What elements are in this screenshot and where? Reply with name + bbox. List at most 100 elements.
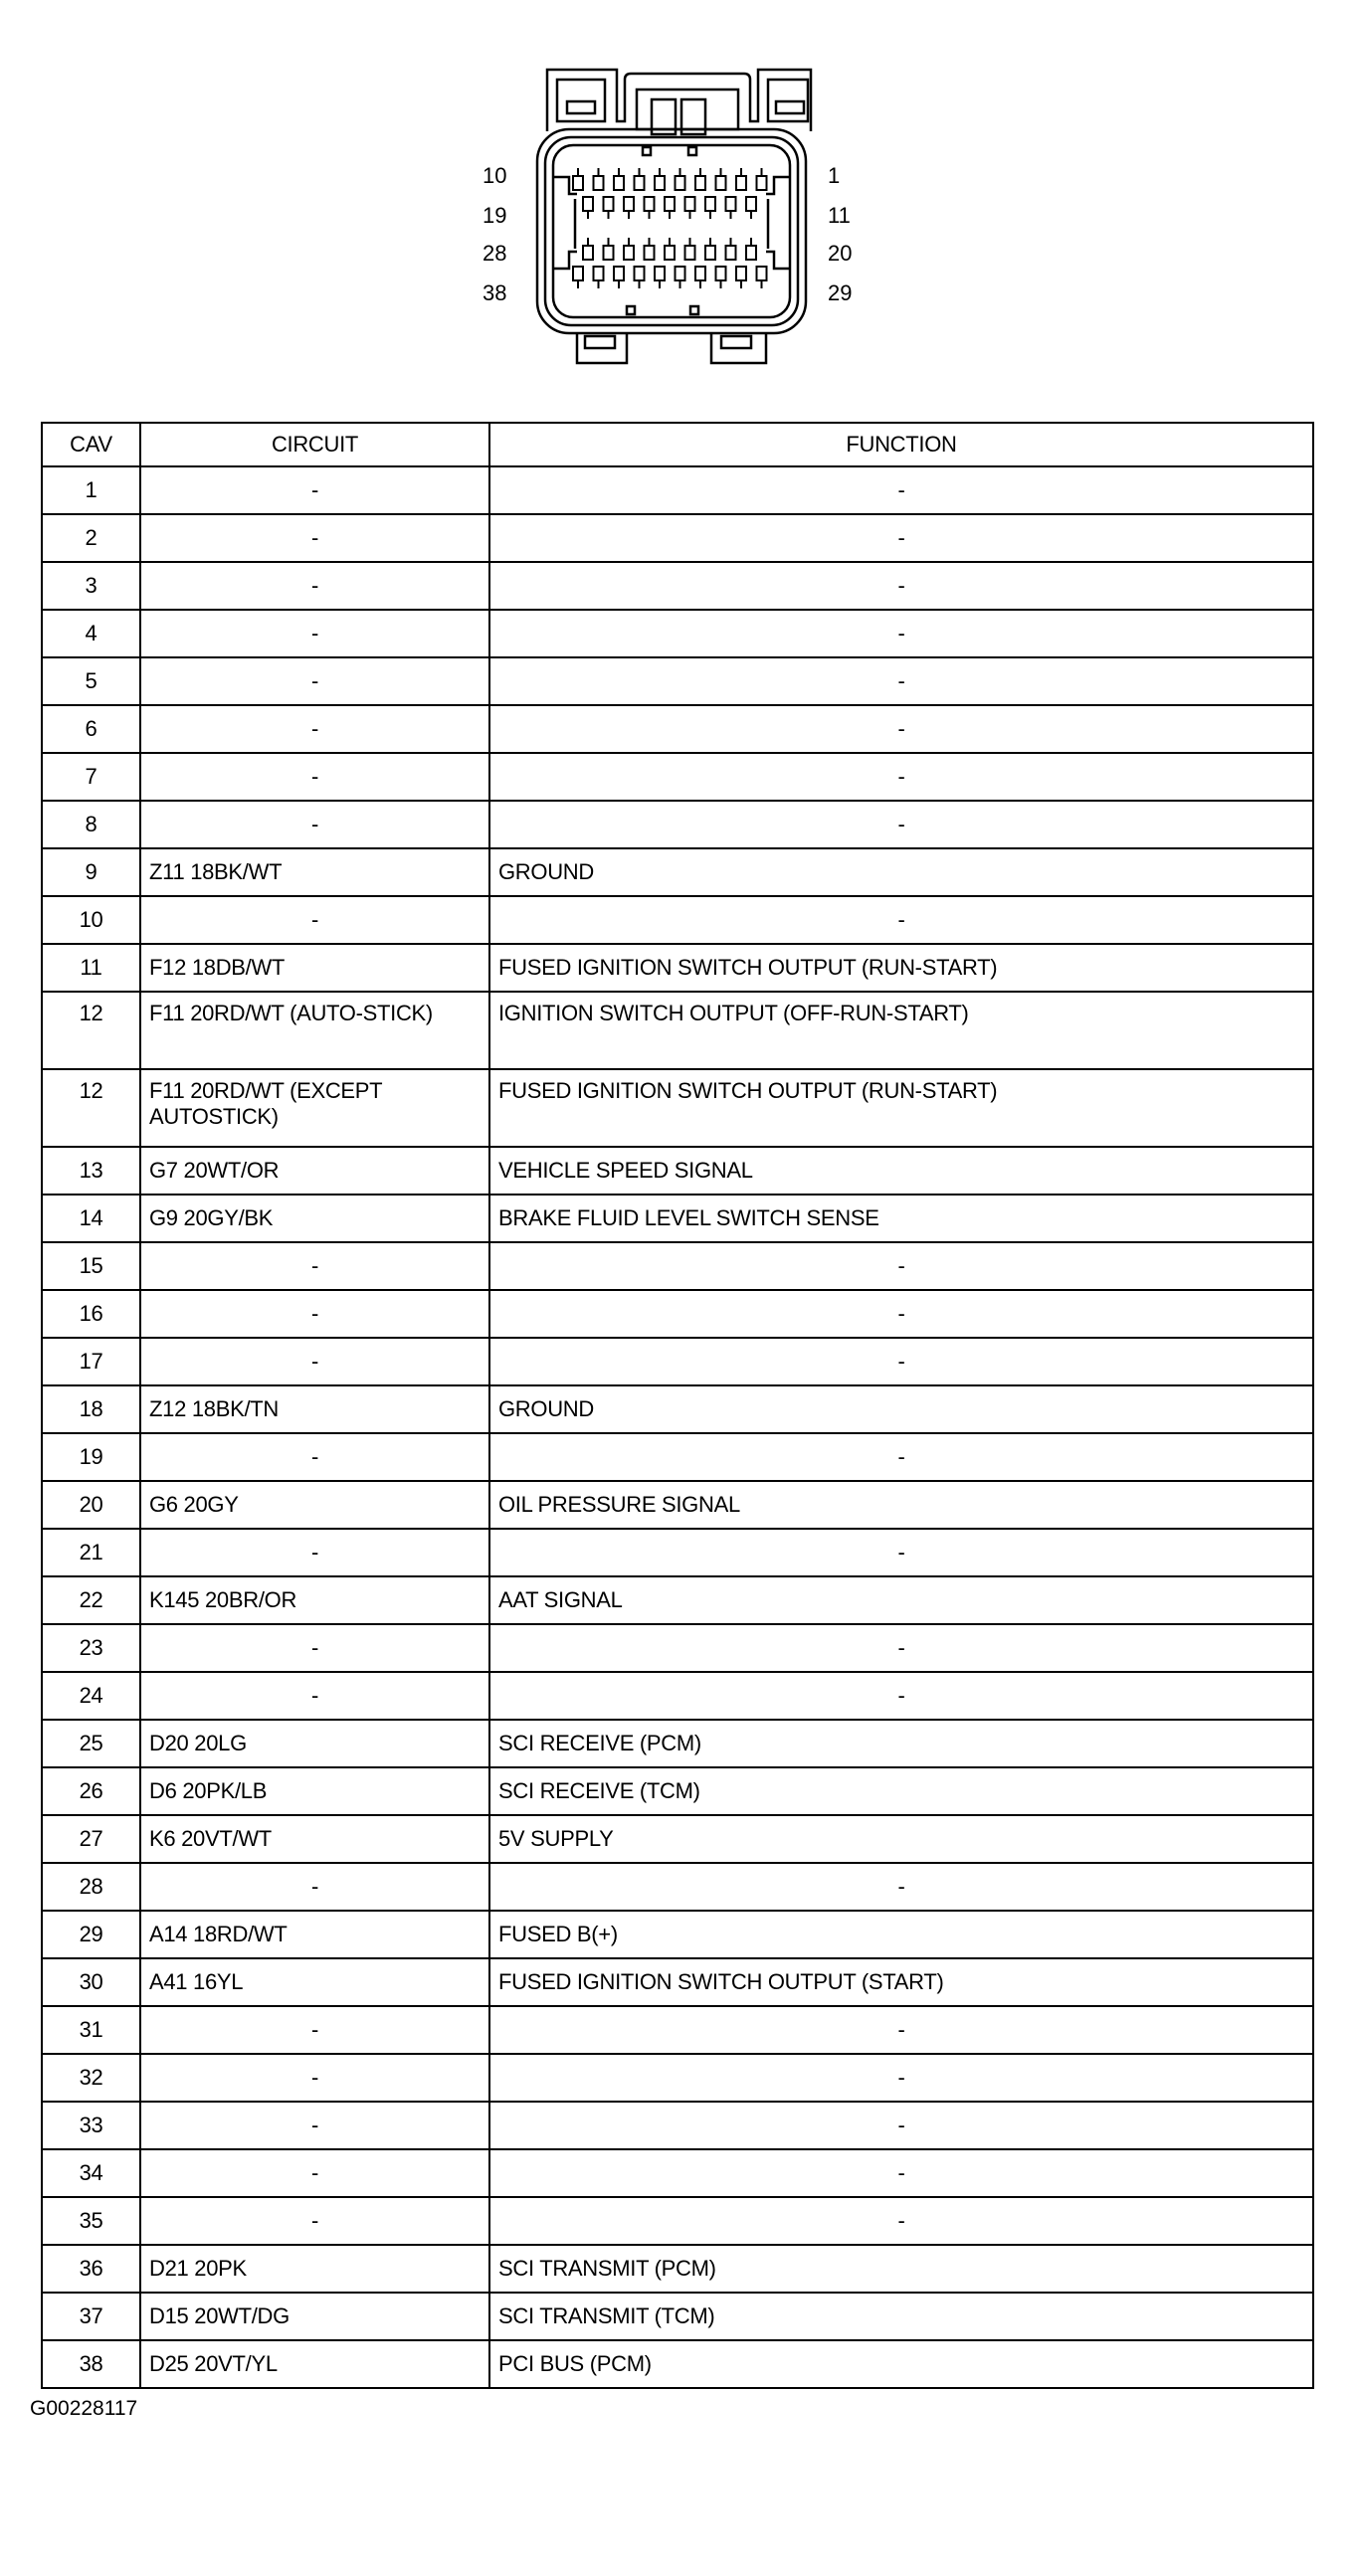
cav-cell: 20 <box>41 1480 141 1530</box>
circuit-cell: - <box>139 1528 490 1577</box>
function-cell: - <box>488 752 1314 802</box>
pin-label-38: 38 <box>483 280 506 305</box>
pin-terminal <box>654 175 666 191</box>
function-cell: SCI TRANSMIT (PCM) <box>488 2244 1314 2294</box>
circuit-cell: - <box>139 2148 490 2198</box>
function-cell: - <box>488 656 1314 706</box>
pin-terminal <box>654 266 666 281</box>
pin-terminal <box>674 175 686 191</box>
pinout-table: CAV CIRCUIT FUNCTION 1--2--3--4--5--6--7… <box>41 422 1314 2389</box>
pin-label-29: 29 <box>828 280 852 305</box>
table-row: 6-- <box>41 704 1314 754</box>
pin-label-20: 20 <box>828 241 852 266</box>
function-cell: - <box>488 2148 1314 2198</box>
circuit-cell: F11 20RD/WT (AUTO-STICK) <box>139 991 490 1070</box>
circuit-cell: - <box>139 2053 490 2103</box>
table-row: 21- - <box>41 1528 1314 1577</box>
table-row: 3-- <box>41 561 1314 611</box>
table-row: 14 G9 20GY/BK BRAKE FLUID LEVEL SWITCH SEN… <box>41 1194 1314 1243</box>
table-row: 12 F11 20RD/WT (EXCEPT AUTOSTICK) FUSED IG… <box>41 1068 1314 1148</box>
cav-cell: 8 <box>41 800 141 849</box>
pin-terminal <box>582 196 594 212</box>
function-cell: - <box>488 1671 1314 1721</box>
cav-cell: 30 <box>41 1957 141 2007</box>
pin-terminal <box>714 175 727 191</box>
table-row: 19- - <box>41 1432 1314 1482</box>
table-row: 36 D21 20PK SCI TRANSMIT (PCM) <box>41 2244 1314 2294</box>
cav-cell: 14 <box>41 1194 141 1243</box>
circuit-cell: - <box>139 2005 490 2055</box>
cav-cell: 29 <box>41 1910 141 1959</box>
table-row: 20 G6 20GY OIL PRESSURE SIGNAL <box>41 1480 1314 1530</box>
function-cell: - <box>488 513 1314 563</box>
circuit-cell: D15 20WT/DG <box>139 2292 490 2341</box>
pin-terminal <box>572 266 584 281</box>
function-cell: - <box>488 1528 1314 1577</box>
circuit-cell: A41 16YL <box>139 1957 490 2007</box>
table-row: 11 F12 18DB/WT FUSED IGNITION SWITCH OUTPU… <box>41 943 1314 993</box>
circuit-cell: D20 20LG <box>139 1719 490 1768</box>
function-cell: - <box>488 895 1314 945</box>
cav-cell: 25 <box>41 1719 141 1768</box>
cav-cell: 26 <box>41 1766 141 1816</box>
circuit-cell: D21 20PK <box>139 2244 490 2294</box>
cav-cell: 38 <box>41 2339 141 2389</box>
table-row: 2-- <box>41 513 1314 563</box>
pin-terminal <box>572 175 584 191</box>
circuit-cell: - <box>139 800 490 849</box>
table-header-row: CAV CIRCUIT FUNCTION <box>41 422 1314 467</box>
cav-cell: 28 <box>41 1862 141 1912</box>
table-row: 9 Z11 18BK/WT GROUND <box>41 847 1314 897</box>
cav-cell: 2 <box>41 513 141 563</box>
circuit-cell: Z12 18BK/TN <box>139 1384 490 1434</box>
function-cell: - <box>488 2005 1314 2055</box>
pin-terminal <box>613 266 625 281</box>
function-cell: GROUND <box>488 847 1314 897</box>
function-cell: - <box>488 2101 1314 2150</box>
table-row: 16- - <box>41 1289 1314 1339</box>
table-row: 22 K145 20BR/OR AAT SIGNAL <box>41 1575 1314 1625</box>
cav-cell: 1 <box>41 465 141 515</box>
circuit-cell: - <box>139 1289 490 1339</box>
header-cav: CAV <box>41 422 141 467</box>
pin-label-19: 19 <box>483 203 506 228</box>
connector-diagram: 10 19 28 38 1 11 20 29 <box>483 68 852 365</box>
cav-cell: 27 <box>41 1814 141 1864</box>
circuit-cell: - <box>139 1671 490 1721</box>
function-cell: AAT SIGNAL <box>488 1575 1314 1625</box>
function-cell: FUSED IGNITION SWITCH OUTPUT (START) <box>488 1957 1314 2007</box>
pin-terminal <box>643 196 656 212</box>
circuit-cell: - <box>139 704 490 754</box>
cav-cell: 36 <box>41 2244 141 2294</box>
circuit-cell: - <box>139 752 490 802</box>
table-row: 8-- <box>41 800 1314 849</box>
table-row: 25 D20 20LG SCI RECEIVE (PCM) <box>41 1719 1314 1768</box>
cav-cell: 10 <box>41 895 141 945</box>
pin-terminal <box>755 175 768 191</box>
cav-cell: 23 <box>41 1623 141 1673</box>
function-cell: SCI RECEIVE (PCM) <box>488 1719 1314 1768</box>
circuit-cell: - <box>139 513 490 563</box>
function-cell: SCI RECEIVE (TCM) <box>488 1766 1314 1816</box>
function-cell: FUSED IGNITION SWITCH OUTPUT (RUN-START) <box>488 943 1314 993</box>
pin-terminal <box>633 175 646 191</box>
pin-terminal <box>602 196 615 212</box>
pin-terminal <box>683 196 696 212</box>
pin-terminal <box>745 245 757 261</box>
table-row: 27 K6 20VT/WT 5V SUPPLY <box>41 1814 1314 1864</box>
circuit-cell: - <box>139 465 490 515</box>
function-cell: FUSED IGNITION SWITCH OUTPUT (RUN-START) <box>488 1068 1314 1148</box>
cav-cell: 19 <box>41 1432 141 1482</box>
circuit-cell: - <box>139 1623 490 1673</box>
cav-cell: 5 <box>41 656 141 706</box>
pin-terminal <box>735 175 747 191</box>
circuit-cell: - <box>139 1432 490 1482</box>
table-row: 32- - <box>41 2053 1314 2103</box>
cav-cell: 6 <box>41 704 141 754</box>
table-row: 23- - <box>41 1623 1314 1673</box>
function-cell: - <box>488 465 1314 515</box>
cav-cell: 21 <box>41 1528 141 1577</box>
cav-cell: 32 <box>41 2053 141 2103</box>
table-row: 17- - <box>41 1337 1314 1386</box>
table-row: 4-- <box>41 609 1314 658</box>
